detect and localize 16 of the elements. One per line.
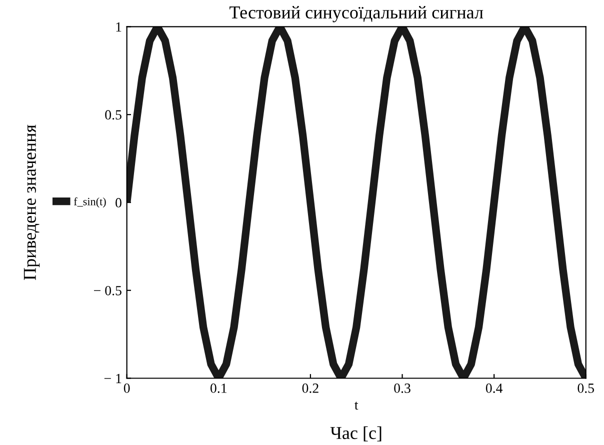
x-axis-title: t xyxy=(354,402,358,410)
y-tick-label: − 0.5 xyxy=(94,286,122,296)
y-tick-label: − 1 xyxy=(104,374,122,384)
x-tick-label: 0.1 xyxy=(210,384,226,393)
x-tick-label: 0.5 xyxy=(578,384,594,393)
chart-title: Тестовий синусоїдальний сигнал xyxy=(230,6,484,22)
y-tick-label: 1 xyxy=(116,22,122,32)
y-tick-label: 0 xyxy=(116,198,122,208)
y-tick-label: 0.5 xyxy=(105,110,122,120)
x-tick-label: 0.3 xyxy=(394,384,410,393)
y-axis-title: Приведене значення xyxy=(24,124,40,280)
text: Час [с] xyxy=(330,426,382,442)
x-tick-label: 0.2 xyxy=(302,384,318,393)
legend-label: f_sin(t) xyxy=(74,197,106,208)
x-tick-label: 0 xyxy=(124,384,130,393)
x-tick-label: 0.4 xyxy=(486,384,503,393)
